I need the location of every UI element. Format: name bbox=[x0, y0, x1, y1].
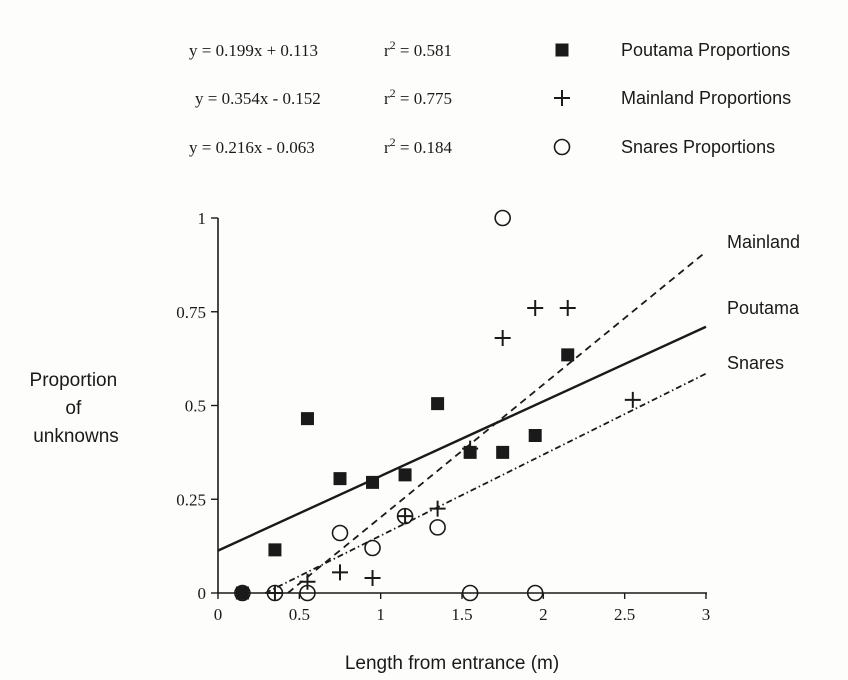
legend-equation: y = 0.216x - 0.063 bbox=[189, 138, 315, 157]
poutama-point bbox=[561, 348, 575, 362]
fit-label-snares: Snares bbox=[727, 353, 784, 373]
x-tick-label: 0.5 bbox=[289, 605, 310, 624]
r-squared-symbol: r bbox=[384, 89, 390, 108]
legend: y = 0.199x + 0.113 r2 = 0.581 Poutama Prop… bbox=[189, 38, 791, 157]
poutama-point bbox=[528, 429, 542, 442]
fit-label-mainland: Mainland bbox=[727, 232, 800, 252]
legend-series-name: Snares Proportions bbox=[621, 137, 775, 157]
mainland-point bbox=[429, 500, 446, 517]
r-squared-symbol: r bbox=[384, 41, 390, 60]
legend-row: y = 0.354x - 0.152 r2 = 0.775 Mainland Pro… bbox=[195, 86, 791, 108]
y-ticks: 0 0.25 0.5 0.75 1 bbox=[176, 209, 218, 603]
poutama-point bbox=[333, 472, 347, 486]
y-tick-label: 0.75 bbox=[176, 303, 206, 322]
data-points bbox=[234, 209, 641, 602]
r-squared-value: = 0.775 bbox=[396, 89, 452, 108]
y-tick-label: 0.5 bbox=[185, 397, 206, 416]
r-squared-exponent: 2 bbox=[390, 86, 396, 100]
r-squared-exponent: 2 bbox=[390, 135, 396, 149]
snares-point bbox=[461, 584, 479, 602]
legend-series-name: Poutama Proportions bbox=[621, 40, 790, 60]
r-squared-symbol: r bbox=[384, 138, 390, 157]
mainland-point bbox=[332, 564, 348, 581]
x-tick-label: 1 bbox=[376, 605, 385, 624]
legend-series-name: Mainland Proportions bbox=[621, 88, 791, 108]
poutama-point bbox=[268, 543, 282, 557]
x-ticks: 0 0.5 1 1.5 2 2.5 3 bbox=[214, 593, 711, 624]
legend-symbol bbox=[555, 43, 569, 57]
r-squared-value: = 0.581 bbox=[396, 41, 452, 60]
y-axis-title-line-2: of bbox=[65, 398, 82, 419]
snares-point bbox=[364, 539, 381, 557]
mainland-point bbox=[554, 90, 570, 106]
poutama-point bbox=[555, 43, 569, 57]
y-axis-title-line-1: Proportion bbox=[30, 370, 118, 391]
y-tick-label: 0 bbox=[198, 584, 207, 603]
mainland-point bbox=[299, 573, 316, 590]
legend-equation: y = 0.354x - 0.152 bbox=[195, 89, 321, 108]
poutama-point bbox=[398, 468, 412, 482]
x-tick-label: 2.5 bbox=[614, 605, 635, 624]
snares-point bbox=[526, 584, 544, 602]
x-axis-title: Length from entrance (m) bbox=[345, 653, 559, 674]
fit-line-snares bbox=[264, 372, 707, 594]
legend-r-squared: r2 = 0.775 bbox=[384, 86, 452, 108]
fit-lines bbox=[217, 251, 707, 594]
poutama-point bbox=[366, 475, 380, 489]
r-squared-exponent: 2 bbox=[390, 38, 396, 52]
legend-symbol bbox=[553, 138, 571, 156]
mainland-point bbox=[559, 300, 576, 316]
legend-symbol bbox=[554, 90, 570, 106]
mainland-point bbox=[624, 391, 641, 408]
mainland-point bbox=[494, 330, 511, 346]
mainland-point bbox=[266, 585, 283, 601]
x-tick-label: 0 bbox=[214, 605, 223, 624]
poutama-point bbox=[496, 445, 510, 459]
r-squared-value: = 0.184 bbox=[396, 138, 453, 157]
poutama-point bbox=[431, 397, 445, 411]
x-tick-label: 1.5 bbox=[451, 605, 472, 624]
snares-point bbox=[331, 524, 349, 542]
mainland-point bbox=[527, 300, 544, 316]
legend-r-squared: r2 = 0.581 bbox=[384, 38, 452, 60]
y-axis-title-line-3: unknowns bbox=[33, 426, 119, 447]
mainland-point bbox=[234, 585, 251, 601]
y-axis-title: Proportion of unknowns bbox=[30, 370, 123, 447]
poutama-point bbox=[300, 412, 314, 426]
snares-point bbox=[553, 138, 571, 156]
fit-label-poutama: Poutama bbox=[727, 298, 800, 318]
legend-r-squared: r2 = 0.184 bbox=[384, 135, 453, 157]
mainland-point bbox=[397, 508, 414, 525]
x-tick-label: 3 bbox=[702, 605, 711, 624]
legend-row: y = 0.199x + 0.113 r2 = 0.581 Poutama Prop… bbox=[189, 38, 790, 60]
legend-equation: y = 0.199x + 0.113 bbox=[189, 41, 318, 60]
snares-point bbox=[429, 519, 446, 536]
y-tick-label: 1 bbox=[198, 209, 207, 228]
fit-labels: Poutama Mainland Snares bbox=[727, 232, 800, 373]
mainland-point bbox=[462, 440, 479, 457]
y-tick-label: 0.25 bbox=[176, 490, 206, 509]
fit-line-mainland bbox=[287, 251, 707, 594]
snares-point bbox=[494, 209, 511, 227]
x-tick-label: 2 bbox=[539, 605, 548, 624]
fit-line-poutama bbox=[217, 325, 707, 552]
legend-row: y = 0.216x - 0.063 r2 = 0.184 Snares Propo… bbox=[189, 135, 775, 157]
mainland-point bbox=[364, 570, 381, 586]
